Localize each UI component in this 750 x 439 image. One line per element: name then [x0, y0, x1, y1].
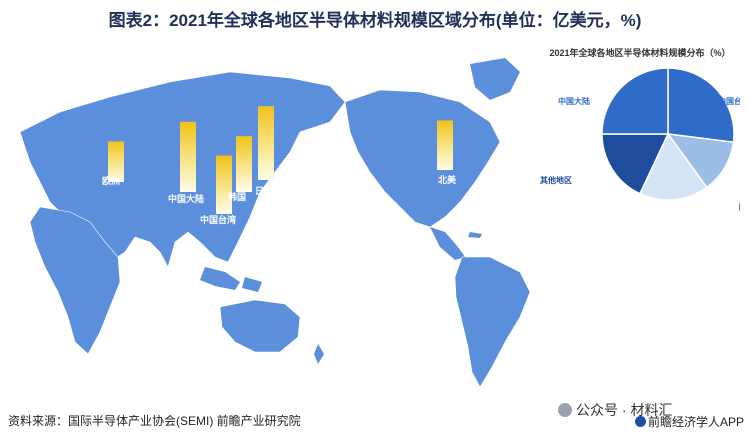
- app-watermark-text: 前瞻经济学人APP: [647, 415, 744, 429]
- pie-slice-2: [638, 132, 708, 201]
- wechat-watermark: 公众号 · 材料汇: [558, 400, 672, 420]
- greenland: [470, 58, 520, 100]
- pie-label-3: 其他地区: [540, 175, 572, 185]
- central-america: [430, 227, 465, 260]
- caribbean-islands: [468, 232, 482, 238]
- new-zealand: [314, 344, 324, 364]
- pie-label-1: 日本: [738, 202, 740, 212]
- map-bar-label-3: 韩国: [228, 191, 246, 202]
- map-bar-label-5: 北美: [438, 174, 457, 185]
- pie-label-4: 中国大陆: [558, 96, 590, 106]
- map-bar-0: [108, 141, 124, 182]
- pie-slice-4: [601, 67, 669, 135]
- map-bar-label-1: 中国大陆: [168, 193, 204, 204]
- app-logo-icon: [634, 416, 646, 427]
- map-bar-label-4: 日本: [255, 185, 274, 196]
- pie-title: 2021年全球各地区半导体材料规模分布（%）: [549, 48, 731, 58]
- map-bar-4: [258, 106, 274, 180]
- north-america-landmass: [344, 89, 501, 228]
- map-bar-label-2: 中国台湾: [200, 214, 236, 225]
- pie-label-0: 中国台湾: [718, 96, 740, 106]
- map-bar-5: [437, 120, 453, 170]
- map-bar-3: [236, 136, 252, 192]
- sea-islands: [200, 267, 262, 292]
- pie-slice-3: [601, 133, 670, 195]
- source-note: 资料来源：国际半导体产业协会(SEMI) 前瞻产业研究院: [8, 414, 301, 428]
- wechat-icon: [558, 403, 572, 417]
- app-watermark: 前瞻经济学人APP: [634, 413, 744, 430]
- wechat-watermark-text: 公众号 · 材料汇: [576, 402, 673, 418]
- map-bar-label-0: 欧洲: [102, 175, 120, 186]
- pie-labels: 中国台湾日本韩国其他地区中国大陆: [540, 96, 740, 212]
- pie-slice-0: [667, 67, 735, 144]
- map-bar-1: [180, 121, 196, 192]
- australia-landmass: [219, 299, 301, 353]
- page-title: 图表2：2021年全球各地区半导体材料规模区域分布(单位：亿美元，%): [108, 11, 642, 30]
- pie-slices: [601, 67, 735, 201]
- map-bar-2: [216, 155, 232, 214]
- world-map: 欧洲 中国大陆 中国台湾 韩国 日本 北美: [0, 42, 750, 402]
- south-america-landmass: [454, 256, 531, 388]
- africa-landmass: [29, 206, 121, 355]
- pie-chart: 中国台湾日本韩国其他地区中国大陆: [540, 67, 740, 212]
